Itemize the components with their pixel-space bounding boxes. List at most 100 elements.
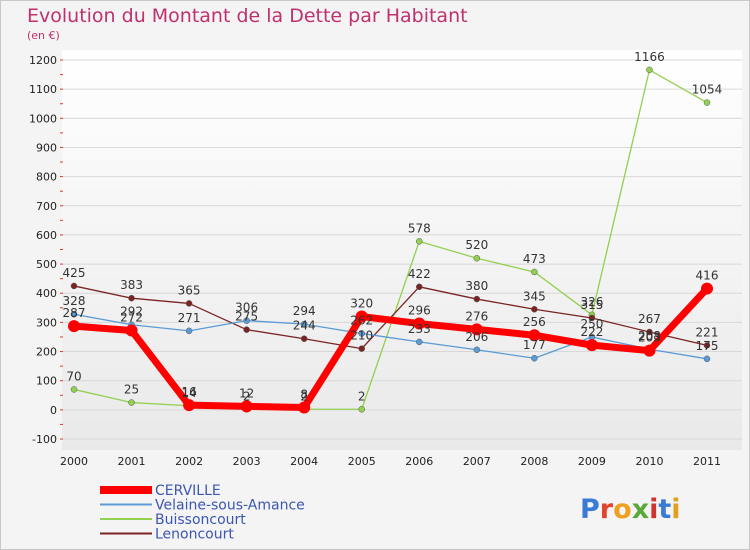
data-label-lenoncourt: 365 xyxy=(178,283,201,297)
data-point-cerville xyxy=(413,317,426,330)
data-label-lenoncourt: 422 xyxy=(408,267,431,281)
data-label-lenoncourt: 275 xyxy=(235,310,258,324)
y-tick-label: 800 xyxy=(36,171,57,184)
data-label-lenoncourt: 425 xyxy=(63,266,86,280)
data-point-lenoncourt xyxy=(358,345,365,352)
data-label-cerville: 12 xyxy=(239,386,254,400)
data-label-velaine-sous-amance: 328 xyxy=(63,294,86,308)
data-label-buissoncourt: 2 xyxy=(300,389,308,403)
legend-label-buissoncourt: Buissoncourt xyxy=(155,512,246,528)
data-point-lenoncourt xyxy=(588,314,596,322)
proxiti-logo: Proxiti xyxy=(580,494,681,525)
data-label-buissoncourt: 1166 xyxy=(634,50,665,64)
y-tick-label: 1000 xyxy=(29,112,57,125)
legend-label-lenoncourt: Lenoncourt xyxy=(155,527,234,543)
data-point-velaine-sous-amance xyxy=(70,310,78,318)
data-point-buissoncourt xyxy=(416,238,423,245)
data-label-buissoncourt: 2 xyxy=(358,389,366,403)
y-tick-label: 1200 xyxy=(29,54,57,67)
chart-title: Evolution du Montant de la Dette par Hab… xyxy=(27,5,468,27)
x-tick-label: 2007 xyxy=(463,455,491,468)
x-tick-label: 2011 xyxy=(693,455,721,468)
y-tick-label: 100 xyxy=(36,375,57,388)
data-label-lenoncourt: 210 xyxy=(350,329,373,343)
data-label-cerville: 320 xyxy=(350,297,373,311)
data-label-cerville: 8 xyxy=(300,388,308,402)
data-point-buissoncourt xyxy=(646,66,653,74)
data-point-velaine-sous-amance xyxy=(416,338,423,346)
series-line-velaine-sous-amance xyxy=(73,313,708,360)
data-label-lenoncourt: 345 xyxy=(523,289,546,303)
data-label-velaine-sous-amance: 233 xyxy=(408,322,431,336)
data-label-lenoncourt: 315 xyxy=(580,298,603,312)
data-point-lenoncourt xyxy=(185,300,193,307)
data-label-buissoncourt: 70 xyxy=(66,369,81,383)
data-point-cerville xyxy=(298,401,311,414)
legend-label-velaine-sous-amance: Velaine-sous-Amance xyxy=(155,498,305,514)
x-tick-label: 2000 xyxy=(60,455,88,468)
data-label-lenoncourt: 383 xyxy=(120,278,143,292)
data-label-velaine-sous-amance: 292 xyxy=(120,305,143,319)
chart-unit: (en €) xyxy=(27,29,60,42)
data-point-buissoncourt xyxy=(128,399,135,406)
data-label-buissoncourt: 25 xyxy=(124,383,139,397)
x-tick-label: 2001 xyxy=(118,455,146,468)
data-label-velaine-sous-amance: 294 xyxy=(293,304,316,318)
data-point-buissoncourt xyxy=(358,406,365,413)
data-point-cerville xyxy=(183,399,196,412)
data-label-buissoncourt: 578 xyxy=(408,221,431,235)
data-label-velaine-sous-amance: 271 xyxy=(178,311,201,325)
data-label-lenoncourt: 267 xyxy=(638,312,661,326)
x-tick-label: 2010 xyxy=(635,455,663,468)
y-tick-label: 1100 xyxy=(29,83,57,96)
data-point-lenoncourt xyxy=(300,335,308,342)
data-label-buissoncourt: 1054 xyxy=(692,83,723,97)
data-point-velaine-sous-amance xyxy=(185,327,193,335)
data-point-cerville xyxy=(643,344,656,357)
data-point-velaine-sous-amance xyxy=(531,354,538,362)
y-tick-label: 900 xyxy=(36,141,57,154)
data-label-velaine-sous-amance: 306 xyxy=(235,301,258,315)
y-tick-label: 600 xyxy=(36,229,57,242)
y-tick-label: 300 xyxy=(36,316,57,329)
data-label-velaine-sous-amance: 250 xyxy=(580,317,603,331)
data-label-cerville: 222 xyxy=(580,325,603,339)
data-label-cerville: 16 xyxy=(181,385,196,399)
data-point-lenoncourt xyxy=(703,342,711,349)
data-point-cerville xyxy=(470,323,483,336)
data-point-lenoncourt xyxy=(243,326,250,333)
y-tick-label: 400 xyxy=(36,287,57,300)
series-line-cerville xyxy=(70,285,711,412)
data-point-lenoncourt xyxy=(531,306,538,313)
y-tick-label: 0 xyxy=(50,404,57,417)
data-label-buissoncourt: 14 xyxy=(181,386,196,400)
data-point-cerville xyxy=(240,400,253,413)
y-tick-label: 700 xyxy=(36,200,57,213)
series-line-buissoncourt xyxy=(73,69,708,410)
data-point-lenoncourt xyxy=(70,282,78,290)
data-point-velaine-sous-amance xyxy=(703,355,711,363)
data-point-velaine-sous-amance xyxy=(243,317,250,324)
data-label-velaine-sous-amance: 177 xyxy=(523,338,546,352)
x-tick-label: 2002 xyxy=(175,455,203,468)
x-tick-label: 2005 xyxy=(348,455,376,468)
data-label-buissoncourt: 473 xyxy=(523,252,546,266)
data-label-lenoncourt: 380 xyxy=(465,279,488,293)
x-tick-label: 2006 xyxy=(405,455,433,468)
data-label-buissoncourt: 520 xyxy=(465,238,488,252)
data-point-lenoncourt xyxy=(646,328,653,336)
data-point-velaine-sous-amance xyxy=(473,346,481,354)
data-label-velaine-sous-amance: 208 xyxy=(638,329,661,343)
x-tick-label: 2008 xyxy=(520,455,548,468)
data-label-cerville: 256 xyxy=(523,315,546,329)
data-label-buissoncourt: 2 xyxy=(243,389,251,403)
data-point-buissoncourt xyxy=(531,268,538,276)
data-point-velaine-sous-amance xyxy=(300,320,308,328)
data-label-cerville: 287 xyxy=(63,306,86,320)
data-point-cerville xyxy=(701,282,713,295)
data-label-velaine-sous-amance: 206 xyxy=(465,330,488,344)
data-point-cerville xyxy=(585,339,598,352)
data-label-lenoncourt: 221 xyxy=(696,325,719,339)
data-label-cerville: 272 xyxy=(120,311,143,325)
